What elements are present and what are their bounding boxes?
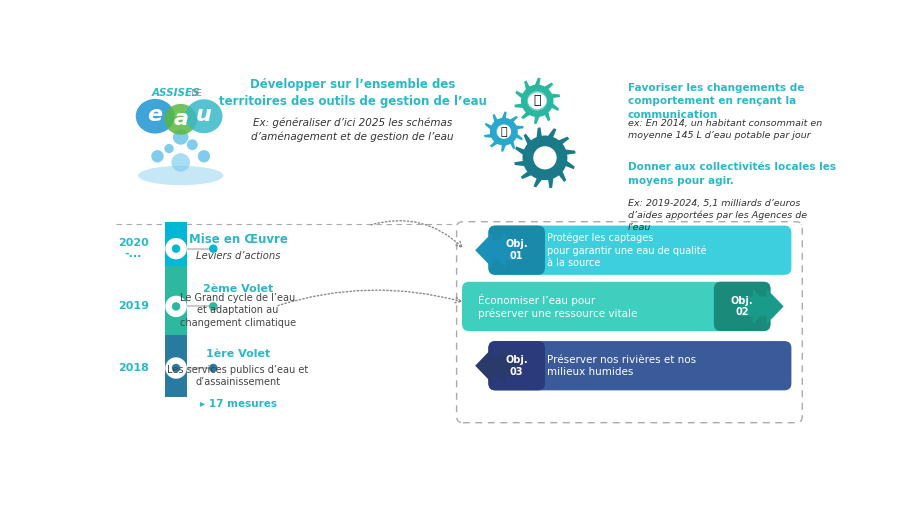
Bar [166, 335, 187, 397]
Polygon shape [490, 348, 518, 383]
Polygon shape [475, 348, 505, 383]
Text: 💬: 💬 [534, 93, 541, 107]
Text: 2018: 2018 [118, 363, 148, 373]
Text: Économiser l’eau pour
préserver une ressource vitale: Économiser l’eau pour préserver une ress… [478, 294, 638, 319]
Text: ASSISES: ASSISES [152, 88, 201, 98]
Text: 2019: 2019 [118, 302, 148, 311]
Polygon shape [740, 289, 770, 324]
Text: Obj.
02: Obj. 02 [731, 295, 753, 317]
Circle shape [209, 364, 218, 372]
Circle shape [187, 140, 198, 150]
Circle shape [151, 150, 164, 163]
FancyBboxPatch shape [489, 226, 791, 275]
Text: e: e [148, 106, 163, 126]
Text: Favoriser les changements de
comportement en rençant la
communication: Favoriser les changements de comportemen… [628, 83, 805, 120]
Circle shape [173, 129, 188, 145]
FancyBboxPatch shape [489, 341, 545, 390]
Text: Préserver nos rivières et nos
milieux humides: Préserver nos rivières et nos milieux hu… [547, 354, 697, 377]
Text: a: a [173, 109, 188, 129]
Text: Les services publics d’eau et
d’assainissement: Les services publics d’eau et d’assainis… [167, 365, 309, 387]
Text: ex: En 2014, un habitant consommait en
moyenne 145 L d’eau potable par jour: ex: En 2014, un habitant consommait en m… [628, 120, 822, 140]
Circle shape [209, 244, 218, 253]
Circle shape [527, 91, 547, 111]
Text: Le Grand cycle de l’eau
et adaptation au
changement climatique: Le Grand cycle de l’eau et adaptation au… [180, 293, 296, 328]
Text: Protéger les captages
pour garantir une eau de qualité
à la source: Protéger les captages pour garantir une … [547, 232, 706, 268]
Polygon shape [484, 112, 524, 152]
Text: Mise en Œuvre: Mise en Œuvre [189, 233, 287, 246]
Circle shape [166, 297, 186, 317]
Ellipse shape [136, 99, 175, 133]
Circle shape [534, 146, 556, 169]
FancyBboxPatch shape [489, 341, 791, 390]
Text: €€: €€ [535, 150, 555, 165]
Polygon shape [475, 232, 505, 268]
FancyBboxPatch shape [714, 282, 770, 331]
Text: Ex: généraliser d’ici 2025 les schémas
d’aménagement et de gestion de l’eau: Ex: généraliser d’ici 2025 les schémas d… [251, 117, 454, 142]
Circle shape [166, 358, 186, 378]
Text: 🔧: 🔧 [500, 127, 508, 136]
Circle shape [209, 302, 218, 311]
Circle shape [166, 239, 186, 259]
Ellipse shape [185, 100, 222, 133]
Circle shape [172, 244, 180, 253]
FancyBboxPatch shape [456, 222, 802, 423]
Polygon shape [490, 232, 518, 268]
Circle shape [528, 92, 545, 109]
Text: Leviers d’actions: Leviers d’actions [196, 251, 280, 261]
Text: Ex: 2019-2024, 5,1 milliards d’euros
d’aides apportées par les Agences de
l’eau: Ex: 2019-2024, 5,1 milliards d’euros d’a… [628, 199, 807, 232]
Bar [166, 222, 187, 266]
Bar [166, 266, 187, 335]
Polygon shape [754, 289, 784, 324]
Circle shape [198, 150, 210, 163]
Circle shape [497, 125, 511, 139]
Text: 2ème Volet: 2ème Volet [202, 285, 274, 294]
Text: 2020
-...: 2020 -... [118, 238, 148, 259]
Ellipse shape [165, 104, 197, 135]
Text: DE: DE [190, 89, 203, 97]
FancyBboxPatch shape [489, 226, 545, 275]
Text: Donner aux collectivités locales les
moyens pour agir.: Donner aux collectivités locales les moy… [628, 163, 836, 186]
Text: u: u [196, 106, 211, 126]
Text: Obj.
01: Obj. 01 [505, 240, 528, 261]
FancyBboxPatch shape [462, 282, 770, 331]
Text: Obj.
03: Obj. 03 [505, 355, 528, 377]
Polygon shape [514, 78, 560, 124]
Polygon shape [514, 127, 576, 188]
Circle shape [172, 302, 180, 311]
Circle shape [171, 153, 190, 172]
Text: 1ère Volet: 1ère Volet [206, 349, 270, 359]
Circle shape [165, 144, 174, 153]
Circle shape [172, 364, 180, 372]
Text: Développer sur l’ensemble des
territoires des outils de gestion de l’eau: Développer sur l’ensemble des territoire… [219, 78, 487, 108]
Ellipse shape [138, 166, 223, 185]
Text: ▸ 17 mesures: ▸ 17 mesures [200, 399, 276, 409]
